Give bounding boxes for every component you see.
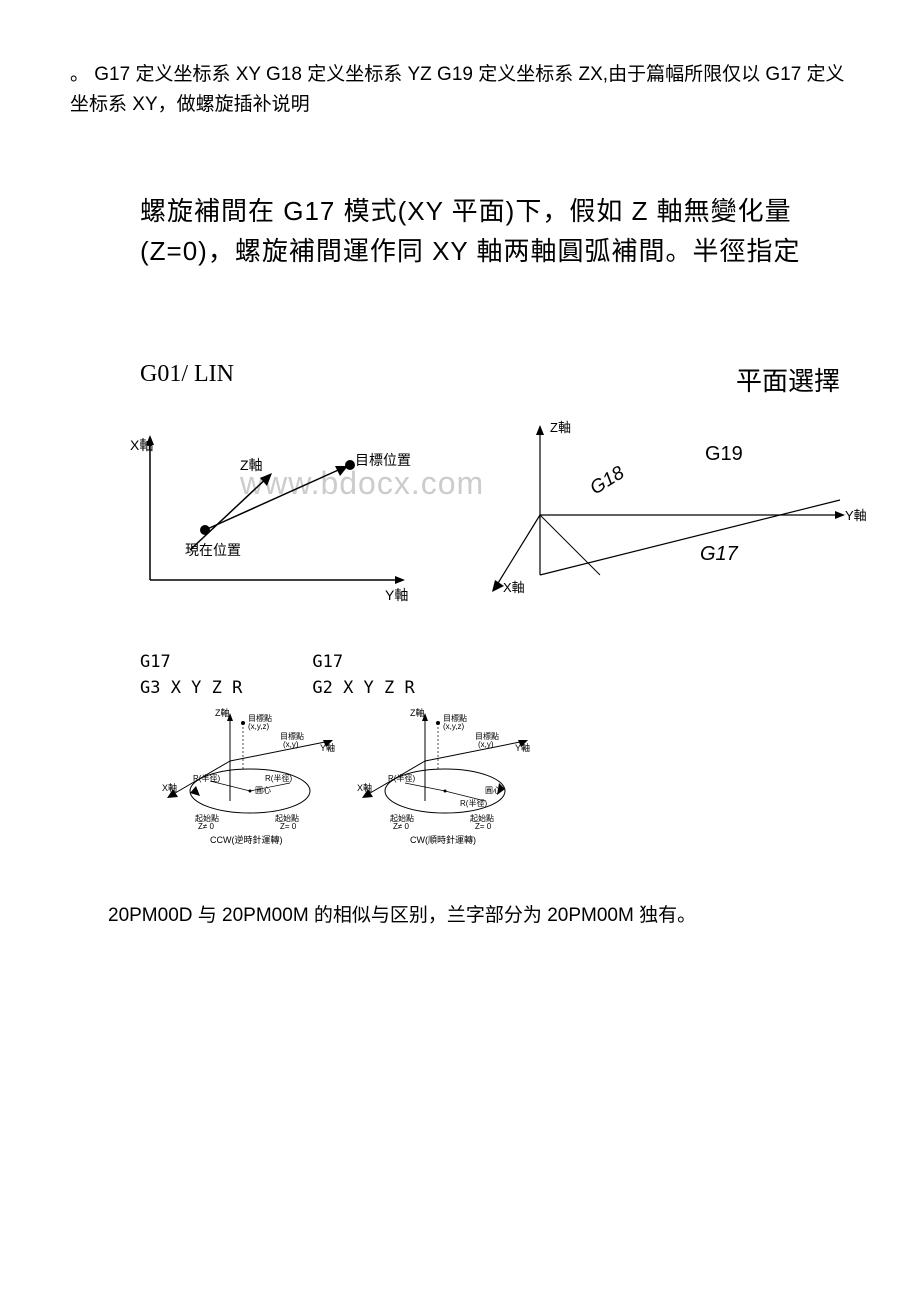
g19-label: G19 [705, 443, 743, 465]
footer-paragraph: 20PM00D 与 20PM00M 的相似与区别，兰字部分为 20PM00M 独… [70, 901, 850, 931]
svg-text:R(半徑): R(半徑) [193, 773, 220, 783]
svg-text:Z軸: Z軸 [410, 707, 425, 718]
x-axis-label: X軸 [130, 437, 153, 453]
y-axis-label: Y軸 [385, 587, 408, 603]
helix-paragraph: 螺旋補間在 G17 模式(XY 平面)下，假如 Z 軸無變化量(Z=0)，螺旋補… [140, 191, 830, 272]
diagram-labels-row: G01/ LIN 平面選擇 [140, 361, 850, 398]
svg-text:X軸: X軸 [357, 782, 372, 793]
helix-diagrams-row: Z軸 Y軸 X軸 目標點 (x,y,z) 目標點 (x,y) 圓心 R(半徑) [160, 701, 850, 851]
svg-text:CCW(逆時針運轉): CCW(逆時針運轉) [210, 834, 283, 845]
z-axis-label-r: Z軸 [550, 420, 571, 435]
svg-text:Y軸: Y軸 [320, 742, 335, 753]
svg-text:(x,y,z): (x,y,z) [248, 722, 270, 731]
y-axis-label-r: Y軸 [845, 508, 867, 523]
code-left-2: G3 X Y Z R [140, 676, 242, 702]
svg-text:R(半徑): R(半徑) [460, 798, 487, 808]
code-right: G17 G2 X Y Z R [312, 650, 414, 701]
plane-select-diagram: Z軸 Y軸 X軸 G19 G18 G17 [480, 410, 870, 610]
code-blocks-row: G17 G3 X Y Z R G17 G2 X Y Z R [140, 650, 850, 701]
code-left-1: G17 [140, 650, 242, 676]
svg-text:R(半徑): R(半徑) [265, 773, 292, 783]
x-axis-label-r: X軸 [503, 580, 525, 595]
current-pos-label: 現在位置 [185, 542, 241, 558]
svg-text:Y軸: Y軸 [515, 742, 530, 753]
svg-text:(x,y): (x,y) [283, 740, 299, 749]
diagram-row: www.bdocx.com X軸 Y軸 Z軸 現在位置 目標位置 [70, 410, 850, 610]
svg-text:CW(順時針運轉): CW(順時針運轉) [410, 834, 476, 845]
svg-text:R(半徑): R(半徑) [388, 773, 415, 783]
code-right-1: G17 [312, 650, 414, 676]
helix-ccw: Z軸 Y軸 X軸 目標點 (x,y,z) 目標點 (x,y) 圓心 R(半徑) [160, 701, 345, 851]
plane-select-label: 平面選擇 [736, 361, 840, 398]
svg-text:Z≠ 0: Z≠ 0 [393, 822, 410, 831]
g01-label: G01/ LIN [140, 361, 234, 398]
target-pos-label: 目標位置 [355, 452, 411, 468]
svg-text:(x,y,z): (x,y,z) [443, 722, 465, 731]
svg-text:(x,y): (x,y) [478, 740, 494, 749]
z-axis-label: Z軸 [240, 457, 263, 473]
g17-label: G17 [700, 543, 739, 565]
helix-cw: Z軸 Y軸 X軸 目標點 (x,y,z) 目標點 (x,y) 圓心 R(半徑) … [355, 701, 540, 851]
svg-text:Z軸: Z軸 [215, 707, 230, 718]
g01-diagram: X軸 Y軸 Z軸 現在位置 目標位置 [110, 410, 450, 610]
code-right-2: G2 X Y Z R [312, 676, 414, 702]
svg-text:Z= 0: Z= 0 [280, 822, 297, 831]
svg-text:X軸: X軸 [162, 782, 177, 793]
code-left: G17 G3 X Y Z R [140, 650, 242, 701]
svg-text:Z≠ 0: Z≠ 0 [198, 822, 215, 831]
intro-paragraph: 。 G17 定义坐标系 XY G18 定义坐标系 YZ G19 定义坐标系 ZX… [70, 60, 850, 121]
g18-label: G18 [587, 463, 629, 500]
svg-text:Z= 0: Z= 0 [475, 822, 492, 831]
